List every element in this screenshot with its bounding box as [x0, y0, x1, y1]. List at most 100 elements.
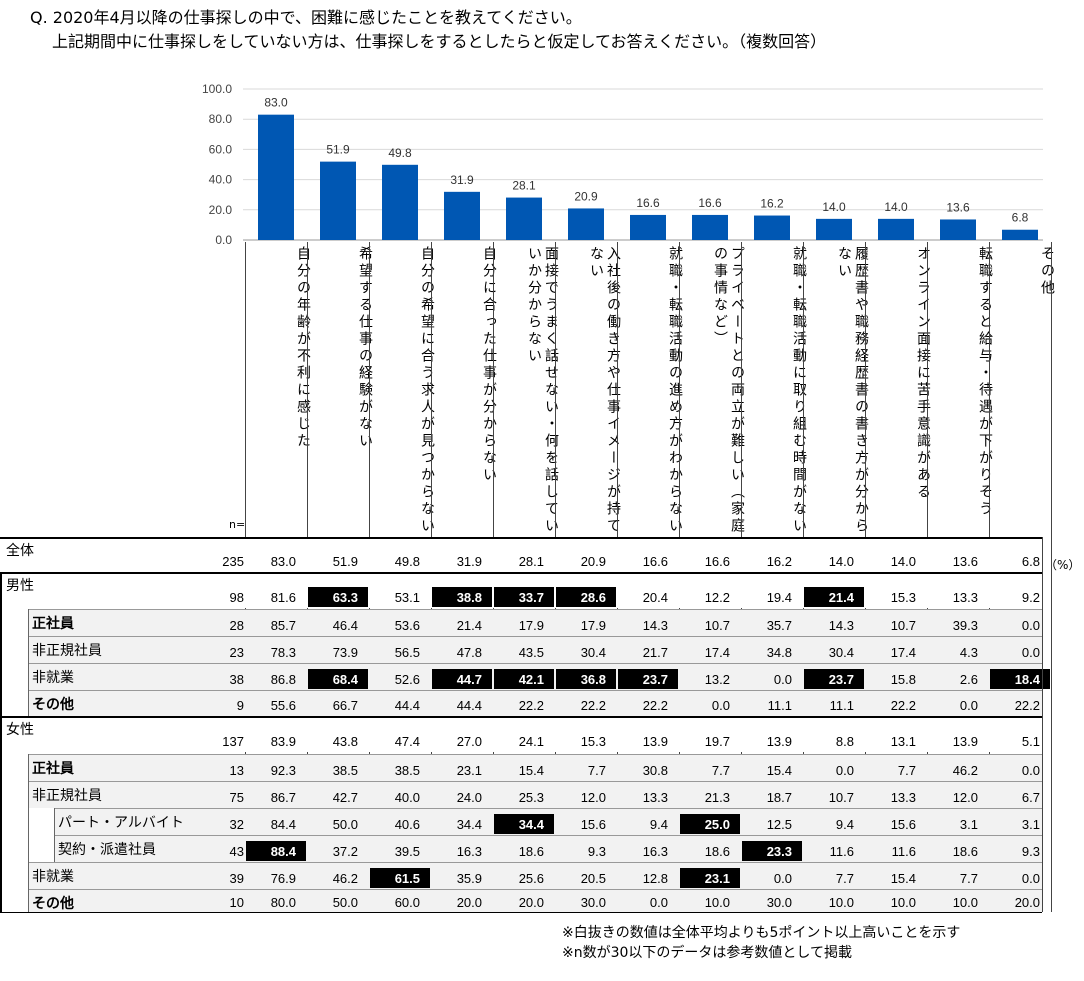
- table-cell: 0.0: [835, 763, 854, 778]
- category-label: 自分に合った仕事が分からない: [481, 246, 497, 484]
- table-cell: 16.6: [704, 554, 730, 569]
- row-n: 13: [229, 763, 244, 778]
- table-cell: 10.7: [828, 790, 854, 805]
- table-cell: 7.7: [835, 871, 854, 886]
- table-cell: 13.9: [642, 734, 668, 749]
- table-cell: 52.6: [394, 672, 420, 687]
- y-tick-label: 20.0: [209, 203, 233, 217]
- highlight-cell: [742, 841, 802, 861]
- table-cell: 42.1: [518, 672, 544, 687]
- table-row: [28, 889, 1042, 913]
- table-cell: 3.1: [1021, 817, 1040, 832]
- table-cell: 23.1: [456, 763, 482, 778]
- table-cell: 81.6: [270, 590, 296, 605]
- table-cell: 23.3: [766, 844, 792, 859]
- row-border: [28, 781, 1042, 782]
- category-label: 転職すると給与・待遇が下がりそう: [977, 246, 993, 518]
- table-cell: 15.4: [518, 763, 544, 778]
- table-cell: 20.0: [456, 895, 482, 910]
- table-cell: 15.8: [890, 672, 916, 687]
- table-cell: 30.0: [766, 895, 792, 910]
- women-subgroup-border: [28, 754, 29, 912]
- table-cell: 18.6: [704, 844, 730, 859]
- table-cell: 40.6: [394, 817, 420, 832]
- table-cell: 0.0: [959, 698, 978, 713]
- category-label: 就職・転職活動に取り組む時間がない: [791, 246, 807, 535]
- table-cell: 39.3: [952, 618, 978, 633]
- bar: [1002, 229, 1038, 240]
- table-cell: 36.8: [580, 672, 606, 687]
- highlight-cell: [618, 669, 678, 689]
- bar: [940, 219, 976, 240]
- table-cell: 5.1: [1021, 734, 1040, 749]
- table-cell: 17.4: [890, 645, 916, 660]
- table-cell: 9.4: [649, 817, 668, 832]
- table-cell: 50.0: [332, 817, 358, 832]
- table-cell: 60.0: [394, 895, 420, 910]
- row-label: 女性: [6, 722, 34, 738]
- row-label: その他: [32, 896, 74, 912]
- row-n: 10: [229, 895, 244, 910]
- table-cell: 11.1: [767, 698, 792, 713]
- bar-value-label: 20.9: [574, 189, 598, 203]
- highlight-cell: [494, 814, 554, 834]
- table-cell: 3.1: [959, 817, 978, 832]
- table-cell: 25.6: [518, 871, 544, 886]
- row-label: 非正規社員: [32, 643, 102, 659]
- table-cell: 2.6: [959, 672, 978, 687]
- n-header: n=: [229, 518, 246, 531]
- table-cell: 4.3: [959, 645, 978, 660]
- table-cell: 73.9: [332, 645, 358, 660]
- row-n: 98: [229, 590, 244, 605]
- row-border: [54, 808, 1042, 809]
- table-cell: 44.4: [456, 698, 482, 713]
- highlight-cell: [804, 669, 864, 689]
- table-row: [28, 636, 1042, 663]
- men-subgroup-border: [28, 609, 29, 716]
- row-n: 39: [229, 871, 244, 886]
- highlight-cell: [494, 669, 554, 689]
- y-tick-label: 60.0: [209, 142, 233, 156]
- table-cell: 53.1: [394, 590, 420, 605]
- table-cell: 18.7: [766, 790, 792, 805]
- table-cell: 21.3: [704, 790, 730, 805]
- table-cell: 24.0: [456, 790, 482, 805]
- table-cell: 13.3: [952, 590, 978, 605]
- table-cell: 10.7: [890, 618, 916, 633]
- table-cell: 28.1: [518, 554, 544, 569]
- table-cell: 30.8: [642, 763, 668, 778]
- table-cell: 63.3: [332, 590, 358, 605]
- row-label: 全体: [6, 543, 34, 559]
- y-tick-label: 100.0: [202, 82, 232, 96]
- table-cell: 37.2: [332, 844, 358, 859]
- table-cell: 13.2: [704, 672, 730, 687]
- row-n: 23: [229, 645, 244, 660]
- table-cell: 21.4: [828, 590, 854, 605]
- table-cell: 42.7: [332, 790, 358, 805]
- table-row: [28, 609, 1042, 636]
- row-border: [28, 862, 1042, 863]
- table-cell: 47.8: [456, 645, 482, 660]
- table-cell: 12.8: [642, 871, 668, 886]
- table-cell: 50.0: [332, 895, 358, 910]
- table-cell: 20.0: [1014, 895, 1040, 910]
- footnote-sample-size: ※n数が30以下のデータは参考数値として掲載: [562, 945, 852, 961]
- row-n: 38: [229, 672, 244, 687]
- table-cell: 44.7: [456, 672, 482, 687]
- question-line-2: 上記期間中に仕事探しをしていない方は、仕事探しをするとしたらと仮定してお答えくだ…: [52, 32, 827, 51]
- table-cell: 19.4: [766, 590, 792, 605]
- bar: [568, 208, 604, 240]
- row-n: 32: [229, 817, 244, 832]
- table-cell: 0.0: [773, 672, 792, 687]
- bar-value-label: 13.6: [946, 200, 970, 214]
- table-cell: 9.2: [1021, 590, 1040, 605]
- highlight-cell: [308, 669, 368, 689]
- women-group-border: [0, 716, 2, 912]
- table-cell: 13.1: [890, 734, 916, 749]
- table-cell: 15.4: [766, 763, 792, 778]
- category-label: 面接でうまく話せない・何を話していいか分からない: [526, 246, 559, 535]
- table-cell: 35.7: [766, 618, 792, 633]
- category-label: 就職・転職活動の進め方がわからない: [667, 246, 683, 535]
- table-cell: 22.2: [642, 698, 668, 713]
- table-cell: 35.9: [456, 871, 482, 886]
